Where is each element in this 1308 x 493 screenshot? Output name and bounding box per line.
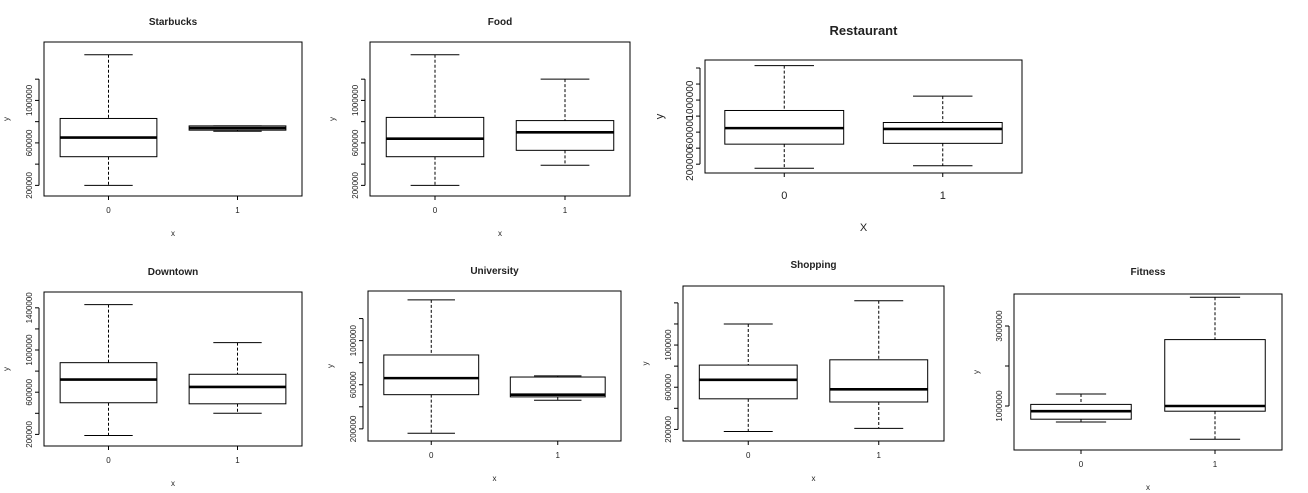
box-group-0 xyxy=(698,323,798,433)
box-group-0 xyxy=(385,54,485,186)
y-axis-label: y xyxy=(2,367,11,371)
chart-food: Food 200000 600000 1000000 y 0 1 x xyxy=(328,17,631,238)
x-tick-label: 0 xyxy=(106,456,111,465)
box-group-1 xyxy=(882,95,1003,167)
x-axis-label: x xyxy=(498,229,502,238)
chart-title: Food xyxy=(488,17,512,28)
box-group-0 xyxy=(59,304,158,436)
y-tick-label: 1000000 xyxy=(351,84,360,116)
y-tick-label: 1000000 xyxy=(349,325,358,357)
x-tick-label: 1 xyxy=(235,456,240,465)
y-axis-label: y xyxy=(654,113,666,119)
box-group-1 xyxy=(829,300,929,429)
x-tick-label: 1 xyxy=(235,206,240,215)
x-tick-label: 1 xyxy=(563,206,568,215)
x-tick-label: 0 xyxy=(429,451,434,460)
iqr-box xyxy=(698,364,798,400)
x-axis-label: x xyxy=(1146,483,1150,492)
y-axis-label: y xyxy=(326,364,335,368)
iqr-box xyxy=(383,354,480,396)
y-tick-label: 200000 xyxy=(664,416,673,443)
plot-frame xyxy=(369,41,631,197)
y-axis-label: y xyxy=(2,117,11,121)
chart-title: Fitness xyxy=(1130,267,1165,278)
x-tick-label: 0 xyxy=(106,206,111,215)
x-tick-label: 0 xyxy=(433,206,438,215)
y-tick-label: 1000000 xyxy=(685,80,696,119)
box-group-1 xyxy=(1164,296,1266,440)
x-tick-label: 1 xyxy=(877,451,882,460)
y-tick-label: 600000 xyxy=(685,115,696,149)
y-tick-label: 1000000 xyxy=(664,329,673,361)
x-tick-label: 1 xyxy=(556,451,561,460)
x-axis-label: X xyxy=(860,222,868,234)
chart-title: Downtown xyxy=(148,267,199,278)
plot-frame xyxy=(1013,293,1283,451)
iqr-box xyxy=(1164,339,1266,412)
plot-frame xyxy=(704,59,1023,174)
plot-frame xyxy=(367,290,622,442)
y-axis-label: y xyxy=(328,117,337,121)
box-group-0 xyxy=(59,54,158,186)
x-axis-label: x xyxy=(171,479,175,488)
chart-fitness: Fitness 1000000 3000000 y 0 1 x xyxy=(972,267,1283,492)
plot-frame xyxy=(43,41,303,197)
y-tick-label: 200000 xyxy=(25,171,34,198)
iqr-box xyxy=(829,359,929,403)
chart-university: University 200000 600000 1000000 y 0 1 x xyxy=(326,266,622,483)
y-tick-label: 200000 xyxy=(685,147,696,181)
x-axis-label: x xyxy=(493,474,497,483)
y-tick-label: 1000000 xyxy=(25,334,34,366)
y-tick-label: 200000 xyxy=(351,171,360,198)
iqr-box xyxy=(385,116,485,158)
y-tick-label: 200000 xyxy=(25,421,34,448)
chart-shopping: Shopping 200000 600000 1000000 y 0 1 x xyxy=(641,260,945,483)
box-group-0 xyxy=(383,299,480,434)
box-group-1 xyxy=(188,342,287,414)
y-tick-label: 600000 xyxy=(25,129,34,156)
iqr-box xyxy=(59,362,158,404)
chart-title: Shopping xyxy=(790,260,836,271)
y-tick-label: 200000 xyxy=(349,415,358,442)
box-group-0 xyxy=(1030,393,1132,423)
y-tick-label: 600000 xyxy=(349,371,358,398)
y-tick-label: 600000 xyxy=(351,129,360,156)
iqr-box xyxy=(188,373,287,405)
y-tick-label: 600000 xyxy=(25,378,34,405)
x-tick-label: 0 xyxy=(1079,460,1084,469)
y-tick-label: 1000000 xyxy=(25,84,34,116)
chart-downtown: Downtown 200000 600000 1000000 1400000 y 0 1 x xyxy=(2,267,303,488)
y-tick-label: 1400000 xyxy=(25,292,34,324)
y-tick-label: 3000000 xyxy=(995,310,1004,342)
box-group-1 xyxy=(509,375,606,401)
chart-starbucks: Starbucks 200000 600000 1000000 y 0 1 x xyxy=(2,17,303,238)
iqr-box xyxy=(509,376,606,398)
box-group-0 xyxy=(724,65,845,169)
x-axis-label: x xyxy=(171,229,175,238)
box-group-1 xyxy=(515,78,615,166)
plot-frame xyxy=(682,285,945,442)
iqr-box xyxy=(882,122,1003,144)
x-tick-label: 0 xyxy=(781,190,787,202)
iqr-box xyxy=(515,120,615,151)
x-tick-label: 0 xyxy=(746,451,751,460)
chart-title: Restaurant xyxy=(830,23,899,38)
chart-title: Starbucks xyxy=(149,17,198,28)
y-tick-label: 1000000 xyxy=(995,390,1004,422)
x-tick-label: 1 xyxy=(1213,460,1218,469)
plot-frame xyxy=(43,291,303,447)
x-axis-label: x xyxy=(812,474,816,483)
y-axis-label: y xyxy=(972,370,981,374)
y-axis-label: y xyxy=(641,362,650,366)
x-tick-label: 1 xyxy=(940,190,946,202)
box-group-1 xyxy=(188,125,287,132)
y-tick-label: 600000 xyxy=(664,373,673,400)
chart-title: University xyxy=(470,266,519,277)
